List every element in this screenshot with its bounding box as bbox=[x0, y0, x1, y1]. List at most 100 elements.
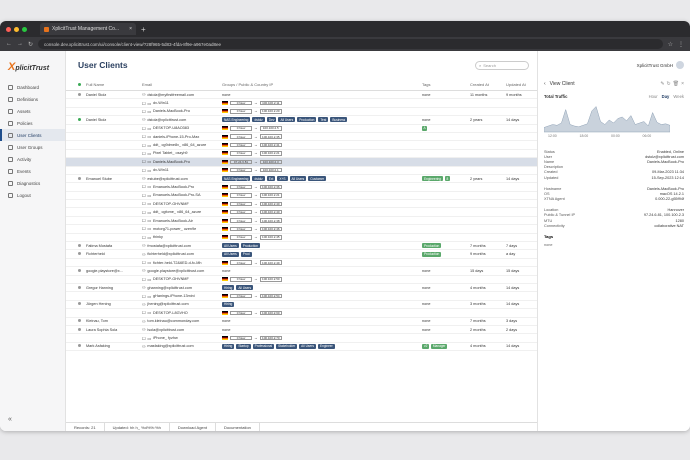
group-chip[interactable]: Stakeholder bbox=[276, 343, 298, 349]
device-checkbox[interactable]: ☐ bbox=[142, 160, 146, 165]
forward-icon[interactable]: → bbox=[17, 41, 23, 47]
table-row-device[interactable]: ☐ ▭ Pixel Tablet_ oszyh9 0 New → 100.100.2.21 bbox=[66, 150, 537, 159]
group-chip[interactable]: All Users bbox=[289, 176, 307, 182]
reload-icon[interactable]: ↻ bbox=[28, 41, 34, 48]
sidebar-item-user-clients[interactable]: User Clients bbox=[0, 129, 65, 141]
table-row-device[interactable]: ☐ ▭ dv-Win11 0 New → 100.100.2.11 bbox=[66, 99, 537, 108]
device-checkbox[interactable]: ☐ bbox=[142, 227, 146, 232]
table-row-device[interactable]: ☐ ▭ ddt_ cgfome_ x86_64_azure 0 New → 100.100… bbox=[66, 208, 537, 217]
group-chip[interactable]: Startup bbox=[236, 343, 251, 349]
menu-icon[interactable]: ⋮ bbox=[678, 41, 684, 48]
sidebar-item-definitions[interactable]: Definitions bbox=[0, 93, 65, 105]
group-chip[interactable]: Ext bbox=[266, 176, 276, 182]
sidebar-item-logout[interactable]: Logout bbox=[0, 189, 65, 201]
group-chip[interactable]: All Users bbox=[236, 285, 254, 291]
table-row-device[interactable]: ☐ ▭ gHanings-iPhone-13mini 0 New → 100.100.2.… bbox=[66, 292, 537, 301]
device-checkbox[interactable]: ☐ bbox=[142, 126, 146, 131]
new-tab-icon[interactable]: + bbox=[141, 24, 146, 34]
table-row-device[interactable]: ☐ ▭ DESKTOP-GHVNMF 0 New → 100.100.2.50 bbox=[66, 276, 537, 284]
tag-chip[interactable]: 8 bbox=[445, 176, 450, 182]
tag-chip[interactable]: v2 bbox=[422, 343, 430, 349]
group-chip[interactable]: Production bbox=[240, 243, 261, 249]
group-chip[interactable]: Production bbox=[297, 117, 317, 123]
sidebar-item-assets[interactable]: Assets bbox=[0, 105, 65, 117]
range-day[interactable]: Day bbox=[661, 94, 670, 99]
device-checkbox[interactable]: ☐ bbox=[142, 336, 146, 341]
group-chip[interactable]: Test bbox=[318, 117, 329, 123]
table-row-user[interactable]: Gregor Hanning ⚇ ghanning@xplicittrust.com… bbox=[66, 284, 537, 293]
group-chip[interactable]: Customer bbox=[308, 176, 327, 182]
table-row-device[interactable]: ☐ ▭ Daniels-MacBook-Pro 0 New → 100.100.2.20 bbox=[66, 108, 537, 117]
group-chip[interactable]: All Users bbox=[222, 251, 239, 257]
group-chip[interactable]: Engineer bbox=[317, 343, 335, 349]
bookmark-icon[interactable]: ☆ bbox=[667, 41, 673, 48]
user-menu[interactable]: XplicitTrust GmbH bbox=[544, 51, 684, 79]
table-row-user[interactable]: Emanuel Stube ⚇ estube@xplicittrust.com NAS… bbox=[66, 175, 537, 184]
group-chip[interactable]: NAS Engineering bbox=[222, 117, 251, 123]
device-checkbox[interactable]: ☐ bbox=[142, 101, 146, 106]
tag-chip[interactable]: Production bbox=[422, 243, 442, 249]
table-row-device[interactable]: ☐ ▭ DESKTOP-L8GVHO 0 New → 100.100.2.60 bbox=[66, 309, 537, 318]
table-row-device[interactable]: ☐ ▭ Daniels-MacBook-Pro 97.24.6.81 → 100.100.… bbox=[66, 158, 537, 167]
table-row-device[interactable]: ☐ ▭ ddt_ cg9dme8v_ x86_64_azure 0 New → 100.1… bbox=[66, 141, 537, 150]
device-checkbox[interactable]: ☐ bbox=[142, 261, 146, 265]
sidebar-item-activity[interactable]: Activity bbox=[0, 153, 65, 165]
table-row-user[interactable]: Fichterheld ⚇ fichterheld@xplicittrust.com… bbox=[66, 250, 537, 259]
group-chip[interactable]: X+S bbox=[277, 176, 288, 182]
device-checkbox[interactable]: ☐ bbox=[142, 135, 146, 140]
table-row-device[interactable]: ☐ ▭ motorg71-power_ ozen9e 0 New → 100.100.2.… bbox=[66, 225, 537, 234]
collapse-sidebar-icon[interactable]: « bbox=[8, 416, 12, 423]
table-row-device[interactable]: ☐ ▭ Emanuels-MacBook-Air 0 New → 100.100.2.38 bbox=[66, 217, 537, 226]
device-checkbox[interactable]: ☐ bbox=[142, 294, 146, 299]
device-checkbox[interactable]: ☐ bbox=[142, 277, 146, 282]
documentation-link[interactable]: Documentation bbox=[216, 423, 260, 431]
table-row-user[interactable]: google.playstore@x... ⚇ google.playstore@x… bbox=[66, 267, 537, 276]
download-agent-link[interactable]: Download Agent bbox=[170, 423, 216, 431]
sidebar-item-dashboard[interactable]: Dashboard bbox=[0, 81, 65, 93]
table-row-device[interactable]: ☐ ▭ Emanuels-MacBook-Pro-SA 0 New → 100.100.2… bbox=[66, 192, 537, 201]
tag-chip[interactable]: Production bbox=[422, 251, 442, 257]
device-checkbox[interactable]: ☐ bbox=[142, 235, 146, 240]
group-chip[interactable]: dstolz bbox=[252, 117, 265, 123]
column-header-fullname[interactable]: Full Name bbox=[86, 82, 105, 87]
column-header-tags[interactable]: Tags bbox=[422, 82, 431, 87]
table-row-user[interactable]: Mark Asfaking ⚇ masfaking@xplicittrust.com… bbox=[66, 343, 537, 352]
group-chip[interactable]: Prod bbox=[240, 251, 252, 257]
maximize-window-icon[interactable] bbox=[22, 26, 27, 32]
table-row-device[interactable]: ☐ ▭ DESKTOP-U8AO383 0 New → 100.100.2.5 A bbox=[66, 125, 537, 133]
sidebar-item-policies[interactable]: Policies bbox=[0, 117, 65, 129]
group-chip[interactable]: Hiring bbox=[222, 343, 235, 349]
table-row-device[interactable]: ☐ ▭ thinky 0 New → 100.100.2.45 bbox=[66, 234, 537, 243]
sidebar-item-events[interactable]: Events bbox=[0, 165, 65, 177]
range-hour[interactable]: Hour bbox=[648, 94, 658, 99]
table-row-user[interactable]: Kleinau, Tom ⚇ tom.kleinau@commonday.com no… bbox=[66, 318, 537, 326]
close-icon[interactable]: × bbox=[681, 81, 684, 87]
device-checkbox[interactable]: ☐ bbox=[142, 143, 146, 148]
device-checkbox[interactable]: ☐ bbox=[142, 219, 146, 224]
tab-close-icon[interactable]: × bbox=[129, 26, 132, 32]
table-row-user[interactable]: Laura Sophia Sola ⚇ lsola@xplicittrust.com… bbox=[66, 326, 537, 335]
url-field[interactable]: console.dev.xplicittrust.com/ui/console/… bbox=[38, 39, 663, 49]
close-window-icon[interactable] bbox=[6, 26, 11, 32]
group-chip[interactable]: All Users bbox=[299, 343, 316, 349]
device-checkbox[interactable]: ☐ bbox=[142, 202, 146, 207]
group-chip[interactable]: dstolz bbox=[252, 176, 265, 182]
device-checkbox[interactable]: ☐ bbox=[142, 185, 146, 190]
table-row-user[interactable]: Jürgen Hening ⚇ jhening@xplicittrust.com Hi… bbox=[66, 301, 537, 310]
tag-chip[interactable]: Engineering bbox=[422, 176, 444, 182]
device-checkbox[interactable]: ☐ bbox=[142, 210, 146, 215]
refresh-icon[interactable]: ↻ bbox=[666, 81, 671, 87]
range-week[interactable]: Week bbox=[673, 94, 684, 99]
table-row-user[interactable]: Fatima Mostafa ⚇ fmostafa@xplicittrust.com… bbox=[66, 242, 537, 251]
column-header-email[interactable]: Email bbox=[142, 82, 153, 87]
search-input[interactable]: ⌕ Search bbox=[475, 60, 529, 70]
table-row-device[interactable]: ☐ ▭ dv-Win11 0 New → 100.100.2.1 bbox=[66, 167, 537, 175]
group-chip[interactable]: Hiring bbox=[222, 285, 235, 291]
delete-icon[interactable]: 🗑 bbox=[672, 81, 680, 87]
browser-tab[interactable]: XplicitTrust Management Co... × bbox=[40, 23, 136, 35]
group-chip[interactable]: Business bbox=[330, 117, 348, 123]
back-arrow-icon[interactable]: ‹ bbox=[544, 81, 546, 87]
device-checkbox[interactable]: ☐ bbox=[142, 193, 146, 198]
avatar[interactable] bbox=[676, 61, 684, 69]
device-checkbox[interactable]: ☐ bbox=[142, 168, 146, 173]
